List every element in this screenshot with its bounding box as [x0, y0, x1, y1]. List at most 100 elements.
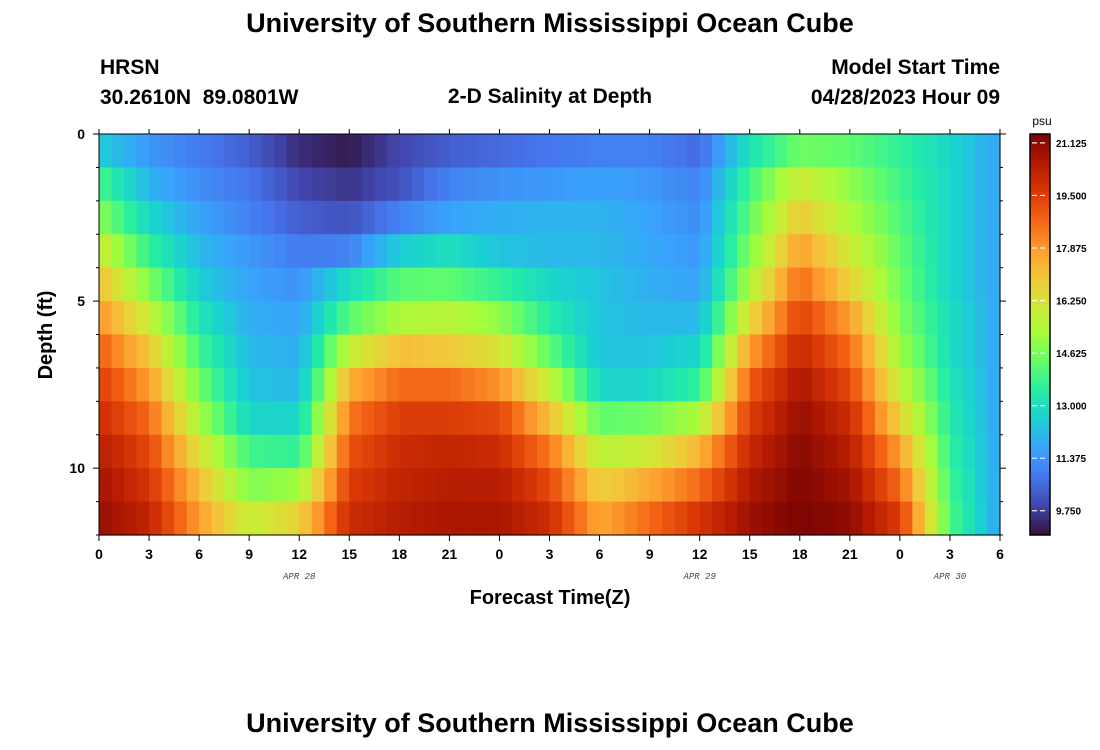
- heatmap-cell: [249, 334, 263, 369]
- heatmap-cell: [974, 434, 989, 469]
- heatmap-cell: [812, 367, 826, 402]
- heatmap-cell: [524, 434, 538, 469]
- heatmap-cell: [399, 468, 413, 503]
- heatmap-cell: [599, 367, 613, 402]
- heatmap-cell: [699, 434, 713, 469]
- heatmap-cell: [124, 267, 138, 302]
- colorbar-unit: psu: [1032, 114, 1051, 128]
- heatmap-cell: [161, 501, 175, 536]
- heatmap-cell: [637, 468, 651, 503]
- heatmap-cell: [737, 267, 751, 302]
- heatmap-cell: [812, 167, 826, 202]
- heatmap-cell: [612, 301, 626, 336]
- heatmap-cell: [449, 301, 463, 336]
- heatmap-cell: [286, 401, 300, 436]
- heatmap-cell: [587, 301, 601, 336]
- heatmap-cell: [912, 134, 926, 169]
- heatmap-cell: [724, 501, 738, 536]
- heatmap-cell: [524, 200, 538, 235]
- heatmap-cell: [974, 134, 989, 169]
- heatmap-cell: [536, 200, 551, 235]
- x-tick-label: 6: [195, 546, 203, 562]
- heatmap-cell: [211, 468, 225, 503]
- heatmap-cell: [549, 134, 563, 169]
- heatmap-cell: [174, 401, 188, 436]
- heatmap-cell: [436, 167, 450, 202]
- heatmap-cell: [987, 434, 1001, 469]
- heatmap-cell: [136, 468, 150, 503]
- heatmap-cell: [324, 167, 338, 202]
- heatmap-cell: [887, 434, 901, 469]
- heatmap-cell: [962, 401, 976, 436]
- heatmap-cell: [862, 301, 876, 336]
- heatmap-cell: [374, 234, 388, 269]
- heatmap-cell: [224, 301, 238, 336]
- heatmap-cell: [924, 501, 939, 536]
- heatmap-cell: [862, 501, 876, 536]
- heatmap-cell: [762, 434, 776, 469]
- heatmap-cell: [499, 167, 513, 202]
- heatmap-cell: [849, 301, 863, 336]
- heatmap-cell: [799, 501, 813, 536]
- heatmap-cell: [599, 401, 613, 436]
- heatmap-cell: [511, 401, 526, 436]
- heatmap-cell: [987, 134, 1001, 169]
- heatmap-cell: [461, 301, 476, 336]
- heatmap-cell: [361, 200, 375, 235]
- heatmap-cell: [349, 401, 363, 436]
- heatmap-cell: [499, 267, 513, 302]
- heatmap-cell: [974, 200, 989, 235]
- heatmap-cell: [536, 134, 551, 169]
- heatmap-cell: [987, 468, 1001, 503]
- heatmap-cell: [211, 301, 225, 336]
- heatmap-cell: [274, 367, 288, 402]
- heatmap-cell: [862, 468, 876, 503]
- heatmap-cell: [937, 401, 951, 436]
- heatmap-cell: [324, 367, 338, 402]
- x-tick-label: 15: [742, 546, 758, 562]
- heatmap-cell: [311, 134, 325, 169]
- heatmap-cell: [136, 334, 150, 369]
- heatmap-cell: [236, 234, 250, 269]
- y-axis-title: Depth (ft): [35, 291, 57, 380]
- heatmap-cell: [849, 367, 863, 402]
- heatmap-cell: [737, 200, 751, 235]
- heatmap-cell: [962, 468, 976, 503]
- heatmap-cell: [336, 367, 350, 402]
- heatmap-cell: [899, 301, 914, 336]
- heatmap-cell: [562, 234, 576, 269]
- heatmap-cell: [774, 334, 788, 369]
- heatmap-cell: [211, 367, 225, 402]
- heatmap-cell: [449, 468, 463, 503]
- heatmap-cell: [374, 468, 388, 503]
- heatmap-cell: [687, 267, 701, 302]
- heatmap-cell: [849, 234, 863, 269]
- heatmap-cell: [224, 434, 238, 469]
- heatmap-cell: [724, 401, 738, 436]
- heatmap-cell: [724, 267, 738, 302]
- heatmap-cell: [524, 401, 538, 436]
- colorbar-tick-label: 17.875: [1056, 244, 1087, 255]
- heatmap-cell: [624, 200, 638, 235]
- heatmap-cell: [374, 367, 388, 402]
- heatmap-cell: [924, 200, 939, 235]
- heatmap-cell: [436, 367, 450, 402]
- heatmap-cell: [924, 234, 939, 269]
- heatmap-cell: [124, 134, 138, 169]
- heatmap-cell: [662, 501, 676, 536]
- x-tick-label: 0: [496, 546, 504, 562]
- heatmap-cell: [674, 267, 688, 302]
- heatmap-cell: [374, 434, 388, 469]
- heatmap-cell: [199, 501, 213, 536]
- heatmap-cell: [299, 234, 313, 269]
- heatmap-cell: [424, 301, 438, 336]
- heatmap-cell: [849, 468, 863, 503]
- heatmap-cell: [486, 301, 501, 336]
- heatmap-cell: [699, 134, 713, 169]
- heatmap-cell: [649, 501, 663, 536]
- heatmap-cell: [987, 301, 1001, 336]
- heatmap-cell: [674, 434, 688, 469]
- heatmap-cell: [399, 301, 413, 336]
- heatmap-cell: [562, 434, 576, 469]
- heatmap-cell: [787, 501, 801, 536]
